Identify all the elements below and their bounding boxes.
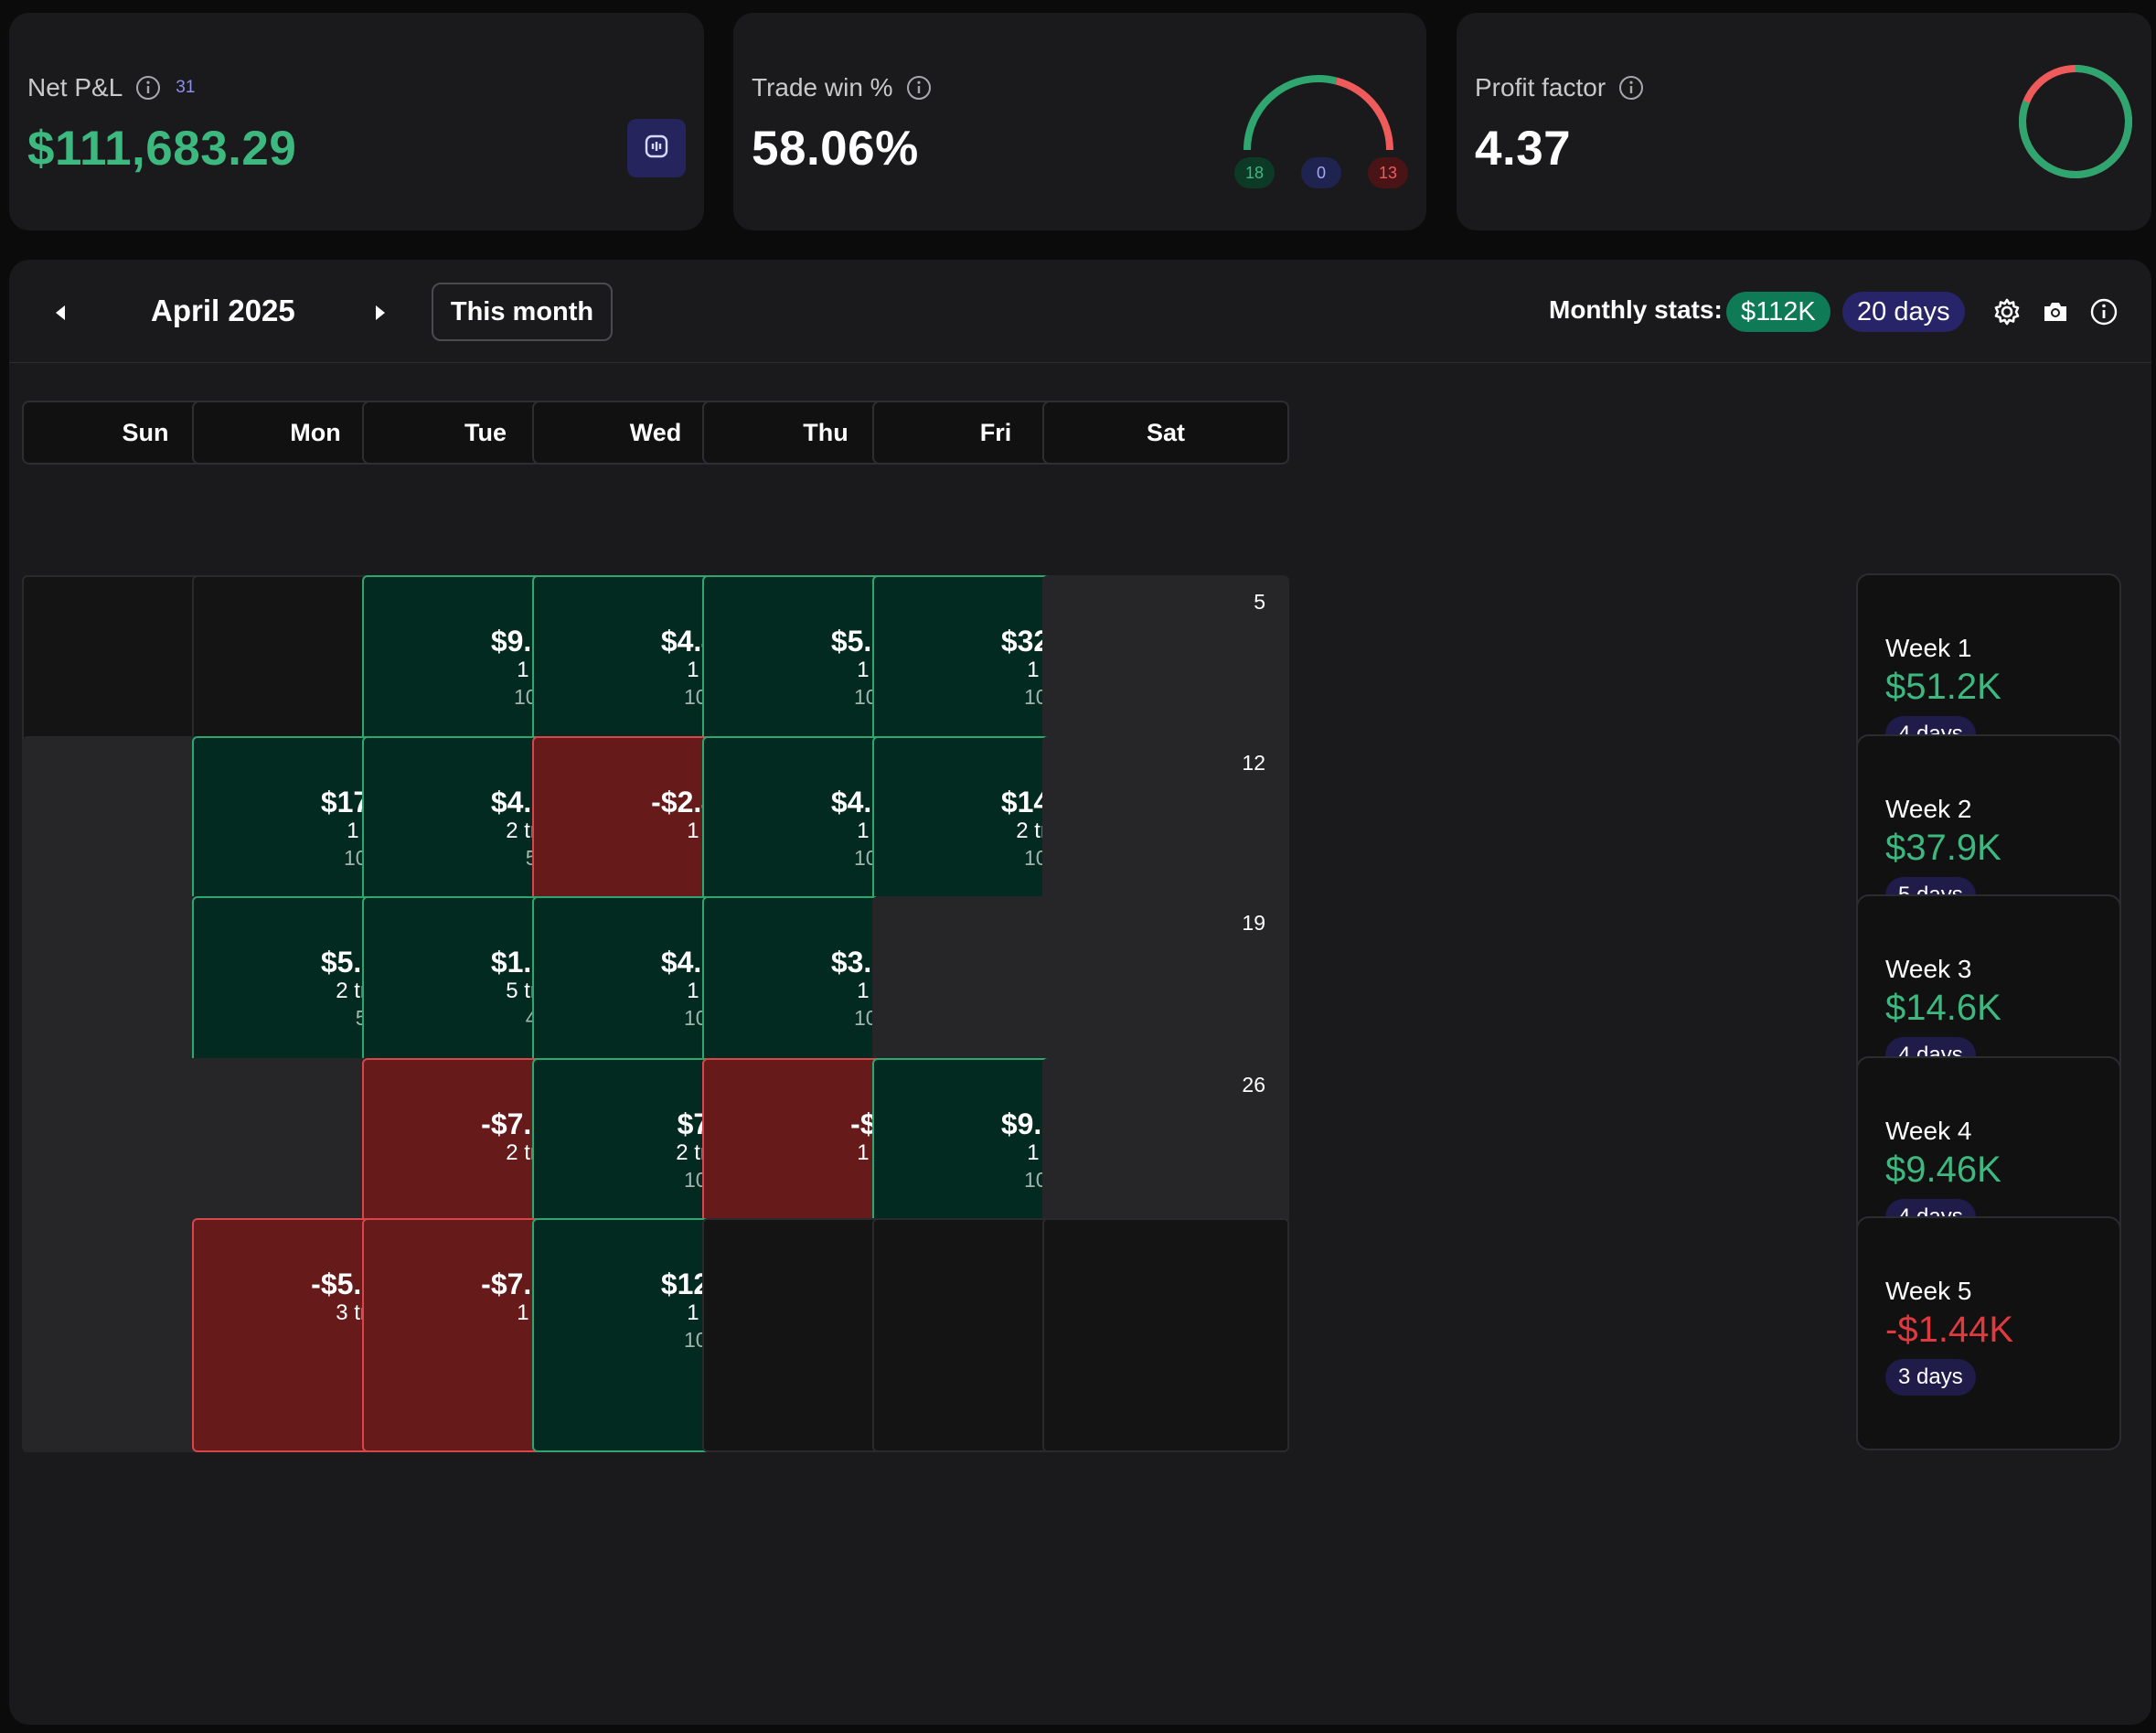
wins-count-pill: 18 [1234, 157, 1275, 188]
report-button[interactable] [627, 119, 686, 177]
profit-factor-card: Profit factor 4.37 [1457, 13, 2151, 230]
next-month-button[interactable] [362, 294, 399, 331]
monthly-pnl-badge: $112K [1726, 292, 1830, 332]
caret-right-icon [376, 305, 385, 320]
net-pnl-title: Net P&L [27, 73, 123, 102]
losses-count-pill: 13 [1368, 157, 1408, 188]
info-icon[interactable] [906, 75, 932, 101]
trade-win-value: 58.06% [752, 122, 919, 176]
day-number: 26 [1242, 1073, 1265, 1096]
camera-icon[interactable] [2037, 294, 2074, 330]
calendar-panel: April 2025 This month Monthly stats: $11… [9, 260, 2151, 1725]
week-label: Week 1 [1885, 634, 1972, 662]
caret-left-icon [56, 305, 65, 320]
week-pnl: $37.9K [1885, 828, 2001, 868]
report-icon [644, 134, 669, 164]
week-label: Week 5 [1885, 1277, 1972, 1305]
weekday-header: Sat [1042, 401, 1289, 465]
day-number: 12 [1242, 751, 1265, 775]
week-pnl: $14.6K [1885, 988, 2001, 1028]
month-label: April 2025 [151, 294, 295, 327]
monthly-stats-label: Monthly stats: [1549, 295, 1723, 324]
net-pnl-card: Net P&L 31 $111,683.29 [9, 13, 704, 230]
profit-factor-value: 4.37 [1475, 122, 1572, 176]
gear-icon[interactable] [1989, 294, 2025, 330]
info-icon[interactable] [2086, 294, 2122, 330]
trade-win-title: Trade win % [752, 73, 893, 102]
info-icon[interactable] [1618, 75, 1644, 101]
monthly-days-badge: 20 days [1842, 292, 1965, 332]
week-pnl: $9.46K [1885, 1150, 2001, 1190]
prev-month-button[interactable] [42, 294, 79, 331]
profit-factor-title: Profit factor [1475, 73, 1606, 102]
trade-win-card: Trade win % 58.06% 18 0 13 [733, 13, 1426, 230]
day-number: 5 [1254, 590, 1265, 614]
donut-win-ring [2019, 65, 2132, 178]
week-label: Week 4 [1885, 1117, 1972, 1145]
calendar-header: April 2025 This month Monthly stats: $11… [9, 260, 2151, 363]
week-label: Week 3 [1885, 955, 1972, 983]
week-pnl: $51.2K [1885, 667, 2001, 707]
week-pnl: -$1.44K [1885, 1310, 2014, 1350]
net-pnl-value: $111,683.29 [27, 122, 297, 176]
win-rate-gauge: 18 0 13 [1227, 59, 1410, 205]
calendar-empty-cell [1042, 1218, 1289, 1452]
trade-count-badge: 31 [176, 78, 196, 97]
week-days-badge: 3 days [1885, 1359, 1976, 1396]
neutral-count-pill: 0 [1301, 157, 1341, 188]
this-month-button[interactable]: This month [432, 283, 613, 341]
week-summary-card[interactable]: Week 5 -$1.44K 3 days [1856, 1216, 2121, 1450]
gauge-win-arc [1243, 75, 1338, 151]
info-icon[interactable] [135, 75, 161, 101]
gauge-loss-arc [1335, 77, 1393, 151]
day-number: 19 [1242, 911, 1265, 935]
week-label: Week 2 [1885, 795, 1972, 823]
profit-factor-donut [2019, 65, 2132, 178]
